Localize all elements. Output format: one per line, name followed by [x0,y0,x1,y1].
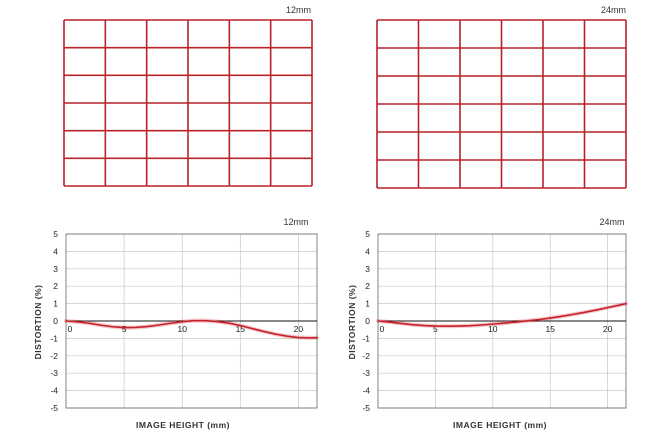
y-tick-label: 3 [365,264,370,274]
y-tick-label: -2 [50,351,58,361]
chart-title-24mm: 24mm [599,217,624,227]
y-tick-label: 5 [365,229,370,239]
y-tick-label: -3 [50,368,58,378]
y-tick-label: 4 [53,246,58,256]
grid-panel-title-12mm: 12mm [286,5,311,15]
y-tick-label: -4 [362,386,370,396]
grid-panel-12mm: 12mm [63,5,313,187]
y-tick-label: 0 [365,316,370,326]
y-tick-label: -2 [362,351,370,361]
y-axis-label-12mm: DISTORTION (%) [33,285,43,360]
x-tick-label: 10 [488,324,498,334]
y-tick-label: 5 [53,229,58,239]
x-tick-label: 10 [177,324,187,334]
y-tick-label: -3 [362,368,370,378]
grid-panel-24mm: 24mm [376,5,627,189]
distortion-chart-24mm: 24mm DISTORTION (%) IMAGE HEIGHT (mm) 5 4… [347,217,628,430]
x-tick-label: 20 [294,324,304,334]
x-tick-label: 5 [433,324,438,334]
x-tick-label: 20 [603,324,613,334]
y-tick-label: 4 [365,246,370,256]
x-tick-label: 0 [380,324,385,334]
x-tick-label: 5 [122,324,127,334]
y-tick-label: 3 [53,264,58,274]
x-tick-label: 15 [545,324,555,334]
y-tick-label: 2 [53,281,58,291]
distortion-grid-24mm [376,19,627,189]
x-axis-label-12mm: IMAGE HEIGHT (mm) [136,420,230,430]
y-tick-label: -5 [362,403,370,413]
y-tick-label: -1 [362,333,370,343]
distortion-curve [65,319,318,339]
x-tick-label: 15 [236,324,246,334]
y-tick-label: 0 [53,316,58,326]
y-tick-label: 1 [53,299,58,309]
x-tick-label: 0 [68,324,73,334]
distortion-curve [377,302,627,328]
y-tick-label: 2 [365,281,370,291]
y-tick-label: 1 [365,299,370,309]
x-axis-label-24mm: IMAGE HEIGHT (mm) [453,420,547,430]
distortion-grid-12mm [63,19,313,187]
y-tick-label: -1 [50,333,58,343]
y-axis-label-24mm: DISTORTION (%) [347,285,357,360]
distortion-chart-12mm: 12mm DISTORTION (%) IMAGE HEIGHT (mm) 5 4… [33,217,319,430]
grid-panel-title-24mm: 24mm [601,5,626,15]
chart-title-12mm: 12mm [283,217,308,227]
y-tick-label: -5 [50,403,58,413]
y-tick-label: -4 [50,386,58,396]
